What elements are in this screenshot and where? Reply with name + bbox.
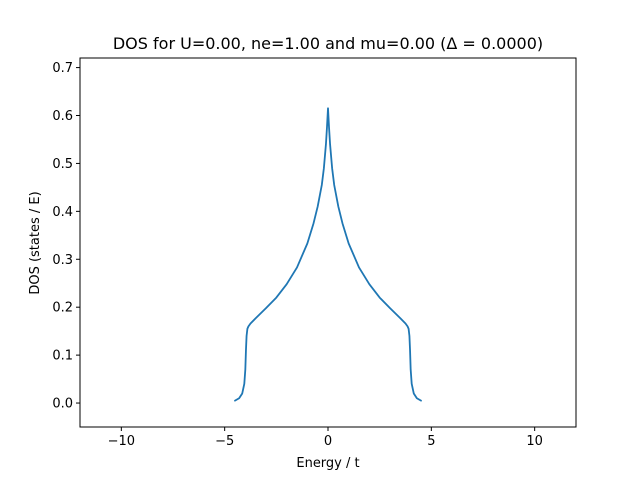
y-tick-label: 0.3 <box>52 253 73 268</box>
x-tick-label: −5 <box>215 434 234 449</box>
y-axis-label: DOS (states / E) <box>28 191 43 294</box>
y-axis: 0.0 0.1 0.2 0.3 0.4 0.5 0.6 0.7 <box>52 61 80 412</box>
x-tick-label: −10 <box>108 434 135 449</box>
y-tick-label: 0.2 <box>52 301 73 316</box>
x-axis: −10 −5 0 5 10 <box>108 427 543 449</box>
x-axis-label: Energy / t <box>296 456 359 471</box>
x-tick-label: 0 <box>324 434 332 449</box>
x-tick-label: 5 <box>427 434 435 449</box>
y-tick-label: 0.6 <box>52 109 73 124</box>
x-tick-label: 10 <box>526 434 543 449</box>
y-tick-label: 0.1 <box>52 349 73 364</box>
series-line-0 <box>234 107 422 402</box>
y-tick-label: 0.7 <box>52 61 73 76</box>
y-tick-label: 0.0 <box>52 397 73 412</box>
y-tick-label: 0.5 <box>52 157 73 172</box>
chart-title: DOS for U=0.00, ne=1.00 and mu=0.00 (Δ =… <box>113 34 543 53</box>
y-tick-label: 0.4 <box>52 205 73 220</box>
